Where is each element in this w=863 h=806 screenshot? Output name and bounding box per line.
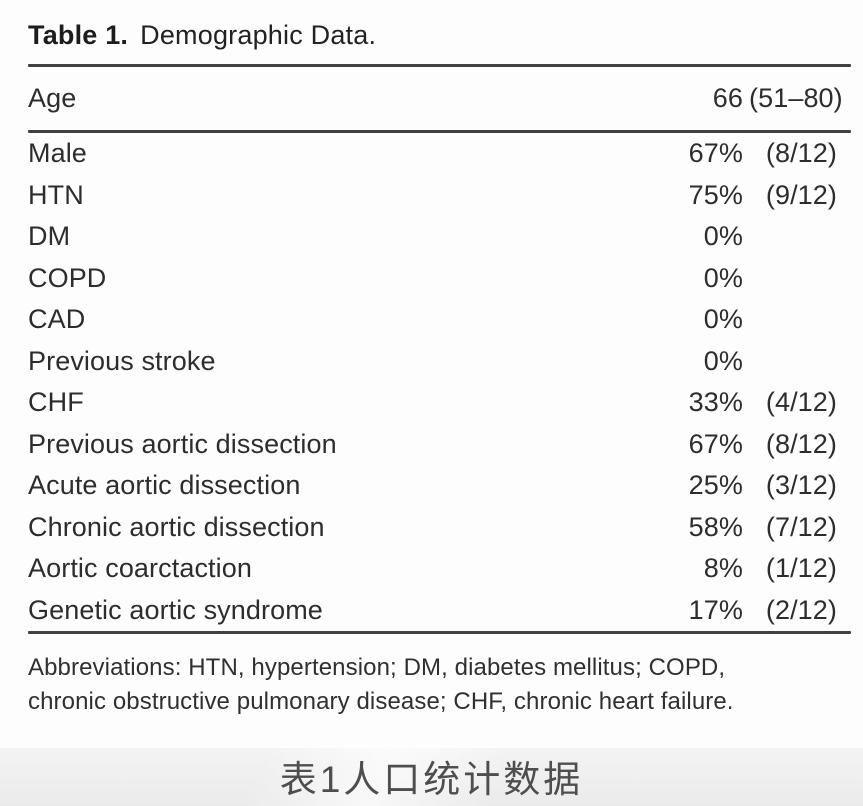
row-fraction: (9/12) — [765, 179, 837, 210]
row-percent: 58% — [688, 511, 743, 542]
row-fraction: (7/12) — [765, 511, 837, 542]
row-percent: 8% — [703, 553, 743, 584]
footnote-line: chronic obstructive pulmonary disease; C… — [28, 688, 734, 715]
row-percent: 0% — [703, 262, 743, 293]
table-row: Chronic aortic dissection 58% (7/12) — [28, 507, 851, 549]
row-label: CAD — [28, 304, 86, 335]
table-row: Aortic coarctaction 8% (1/12) — [28, 548, 851, 590]
age-value-main: 66 — [712, 83, 743, 113]
table-row: COPD 0% — [28, 258, 851, 300]
row-percent: 17% — [688, 594, 743, 625]
row-percent: 0% — [703, 304, 743, 335]
page-title: Table 1. Demographic Data. — [28, 0, 851, 51]
row-percent: 33% — [688, 387, 743, 418]
row-percent: 75% — [688, 179, 743, 210]
row-label: Previous aortic dissection — [28, 428, 337, 459]
table-rows: Male 67% (8/12) HTN 75% (9/12) DM 0% COP… — [28, 133, 851, 631]
caption-band: 表1人口统计数据 — [0, 748, 863, 806]
row-fraction: (1/12) — [765, 553, 837, 584]
row-fraction: (4/12) — [765, 387, 837, 418]
age-row: Age 66 (51–80) — [28, 67, 851, 130]
row-label: Genetic aortic syndrome — [28, 594, 323, 625]
footnote-line: Abbreviations: HTN, hypertension; DM, di… — [28, 654, 726, 681]
table-row: Acute aortic dissection 25% (3/12) — [28, 465, 851, 507]
row-percent: 0% — [703, 345, 743, 376]
table-caption-zh: 表1人口统计数据 — [279, 759, 584, 800]
table-title-text: Demographic Data. — [140, 20, 377, 50]
bottom-rule — [28, 631, 851, 634]
row-label: Chronic aortic dissection — [28, 511, 325, 542]
abbreviations-footnote: Abbreviations: HTN, hypertension; DM, di… — [28, 651, 851, 719]
top-rule — [28, 64, 851, 67]
row-fraction: (8/12) — [765, 138, 837, 169]
row-label: HTN — [28, 179, 84, 210]
row-label: Male — [28, 138, 87, 169]
row-label: CHF — [28, 387, 84, 418]
table-row: Previous stroke 0% — [28, 341, 851, 383]
table-row: CAD 0% — [28, 299, 851, 341]
age-value-range: (51–80) — [749, 83, 843, 113]
table-number-label: Table 1. — [28, 20, 129, 50]
row-label: COPD — [28, 262, 107, 293]
table-row: Previous aortic dissection 67% (8/12) — [28, 424, 851, 466]
row-label: Previous stroke — [28, 345, 216, 376]
row-percent: 0% — [703, 221, 743, 252]
row-percent: 67% — [688, 428, 743, 459]
row-percent: 25% — [688, 470, 743, 501]
row-fraction: (3/12) — [765, 470, 837, 501]
table-row: Male 67% (8/12) — [28, 133, 851, 175]
header-rule — [28, 130, 851, 133]
row-fraction: (8/12) — [765, 428, 837, 459]
table-row: CHF 33% (4/12) — [28, 382, 851, 424]
table-row: Genetic aortic syndrome 17% (2/12) — [28, 590, 851, 632]
age-label: Age — [28, 83, 77, 113]
row-label: Aortic coarctaction — [28, 553, 252, 584]
row-label: Acute aortic dissection — [28, 470, 301, 501]
row-percent: 67% — [688, 138, 743, 169]
table-row: DM 0% — [28, 216, 851, 258]
row-fraction: (2/12) — [765, 594, 837, 625]
table-row: HTN 75% (9/12) — [28, 175, 851, 217]
row-label: DM — [28, 221, 71, 252]
